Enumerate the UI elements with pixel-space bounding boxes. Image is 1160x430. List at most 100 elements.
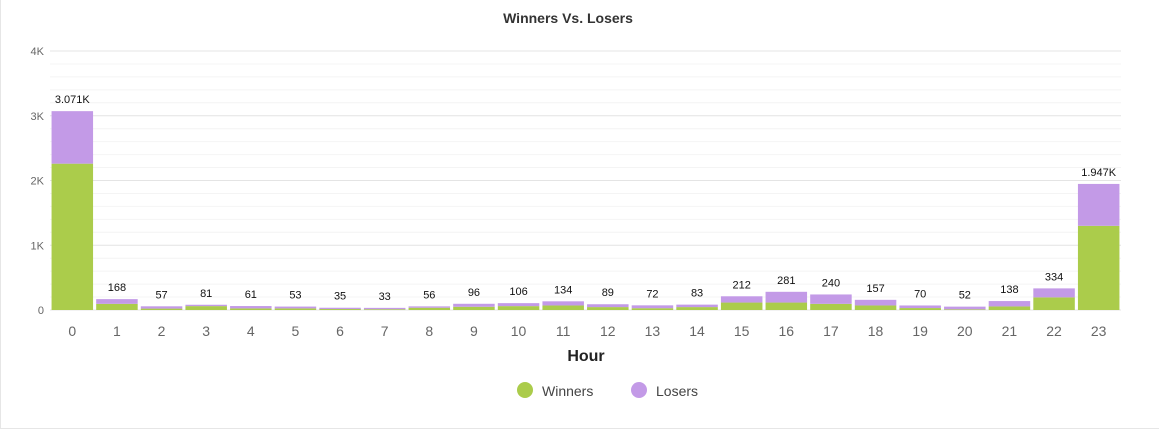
y-tick-label: 0 bbox=[38, 305, 44, 317]
data-labels: 3.071K 168 57 81 61 53 35 33 56 96 106 134 89 72 83 212… bbox=[55, 94, 1117, 303]
x-tick-label: 23 bbox=[1091, 323, 1107, 339]
legend: Winners Losers bbox=[517, 382, 698, 399]
bar-winners-7[interactable] bbox=[363, 309, 406, 310]
bar-losers-23[interactable] bbox=[1077, 183, 1120, 226]
x-tick-label: 9 bbox=[470, 323, 478, 339]
data-label-7: 33 bbox=[379, 291, 391, 303]
bar-losers-21[interactable] bbox=[988, 301, 1031, 307]
x-tick-label: 3 bbox=[202, 323, 210, 339]
x-tick-label: 11 bbox=[556, 323, 571, 339]
x-tick-label: 0 bbox=[68, 323, 76, 339]
bar-winners-12[interactable] bbox=[587, 307, 629, 310]
x-tick-label: 21 bbox=[1002, 323, 1018, 339]
bar-losers-7[interactable] bbox=[363, 307, 406, 310]
bar-winners-11[interactable] bbox=[542, 305, 584, 310]
bar-winners-2[interactable] bbox=[140, 308, 183, 310]
data-label-20: 52 bbox=[959, 290, 971, 302]
x-tick-label: 7 bbox=[381, 323, 389, 339]
legend-marker-winners[interactable] bbox=[517, 382, 533, 398]
bar-winners-14[interactable] bbox=[676, 307, 718, 310]
bar-winners-18[interactable] bbox=[854, 305, 897, 310]
y-tick-label: 4K bbox=[31, 46, 45, 58]
data-label-16: 281 bbox=[777, 275, 795, 287]
bar-losers-9[interactable] bbox=[453, 303, 495, 307]
bar-losers-4[interactable] bbox=[230, 306, 272, 309]
bar-losers-19[interactable] bbox=[899, 305, 941, 309]
x-tick-label: 6 bbox=[336, 323, 344, 339]
bar-winners-13[interactable] bbox=[631, 308, 674, 310]
data-label-2: 57 bbox=[155, 289, 167, 301]
grid-lines bbox=[50, 50, 1121, 311]
x-tick-label: 5 bbox=[292, 323, 300, 339]
legend-label-losers[interactable]: Losers bbox=[656, 383, 698, 399]
bar-losers-10[interactable] bbox=[497, 303, 540, 307]
bar-losers-22[interactable] bbox=[1033, 288, 1075, 298]
x-tick-label: 14 bbox=[689, 323, 705, 339]
data-label-3: 81 bbox=[200, 288, 212, 300]
data-label-5: 53 bbox=[289, 290, 301, 302]
x-tick-label: 22 bbox=[1046, 323, 1062, 339]
x-axis: 0 1 2 3 4 5 6 7 8 9 10 11 12 13 14 15 16 17 18 19 20 21 22 23 bbox=[68, 323, 1106, 339]
bar-winners-8[interactable] bbox=[408, 307, 451, 310]
x-tick-label: 17 bbox=[823, 323, 839, 339]
bar-winners-0[interactable] bbox=[51, 163, 94, 310]
bar-winners-10[interactable] bbox=[497, 306, 540, 310]
bar-losers-5[interactable] bbox=[274, 306, 317, 309]
data-label-17: 240 bbox=[822, 277, 840, 289]
bar-winners-16[interactable] bbox=[765, 302, 808, 310]
bar-winners-21[interactable] bbox=[988, 306, 1031, 310]
bar-losers-16[interactable] bbox=[765, 291, 808, 303]
data-label-8: 56 bbox=[423, 289, 435, 301]
bar-winners-15[interactable] bbox=[720, 302, 763, 310]
bar-losers-12[interactable] bbox=[587, 304, 629, 308]
data-label-23: 1.947K bbox=[1081, 167, 1117, 179]
x-tick-label: 8 bbox=[425, 323, 433, 339]
bar-winners-19[interactable] bbox=[899, 308, 941, 310]
legend-label-winners[interactable]: Winners bbox=[542, 383, 593, 399]
x-tick-label: 16 bbox=[779, 323, 795, 339]
data-label-6: 35 bbox=[334, 291, 346, 303]
bar-winners-22[interactable] bbox=[1033, 297, 1075, 310]
y-tick-label: 1K bbox=[31, 240, 45, 252]
bar-losers-20[interactable] bbox=[944, 306, 986, 310]
bar-losers-14[interactable] bbox=[676, 304, 718, 308]
bar-winners-6[interactable] bbox=[319, 309, 361, 310]
bar-winners-3[interactable] bbox=[185, 306, 227, 310]
bars bbox=[51, 111, 1120, 310]
x-tick-label: 1 bbox=[113, 323, 121, 339]
x-tick-label: 18 bbox=[868, 323, 884, 339]
bar-losers-6[interactable] bbox=[319, 307, 361, 310]
x-tick-label: 19 bbox=[912, 323, 928, 339]
bar-losers-11[interactable] bbox=[542, 301, 584, 306]
data-label-13: 72 bbox=[646, 288, 658, 300]
y-tick-label: 3K bbox=[31, 111, 45, 123]
bar-winners-9[interactable] bbox=[453, 306, 495, 310]
data-label-0: 3.071K bbox=[55, 94, 91, 106]
y-tick-label: 2K bbox=[31, 176, 45, 188]
bar-losers-13[interactable] bbox=[631, 305, 674, 309]
data-label-10: 106 bbox=[509, 286, 527, 298]
data-label-19: 70 bbox=[914, 288, 926, 300]
bar-winners-1[interactable] bbox=[96, 303, 138, 310]
bar-losers-8[interactable] bbox=[408, 306, 451, 308]
bar-losers-2[interactable] bbox=[140, 306, 183, 309]
data-label-15: 212 bbox=[733, 279, 751, 291]
bar-losers-3[interactable] bbox=[185, 304, 227, 307]
data-label-21: 138 bbox=[1000, 284, 1018, 296]
bar-losers-17[interactable] bbox=[810, 294, 852, 304]
bar-winners-20[interactable] bbox=[944, 309, 986, 310]
legend-marker-losers[interactable] bbox=[631, 382, 647, 398]
x-tick-label: 20 bbox=[957, 323, 973, 339]
x-tick-label: 2 bbox=[158, 323, 166, 339]
bar-winners-23[interactable] bbox=[1077, 225, 1120, 310]
bar-losers-15[interactable] bbox=[720, 296, 763, 303]
bar-winners-4[interactable] bbox=[230, 308, 272, 310]
bar-winners-5[interactable] bbox=[274, 308, 317, 310]
bar-winners-17[interactable] bbox=[810, 303, 852, 310]
bar-losers-0[interactable] bbox=[51, 111, 94, 164]
x-tick-label: 12 bbox=[600, 323, 616, 339]
bar-losers-1[interactable] bbox=[96, 299, 138, 304]
bar-losers-18[interactable] bbox=[854, 299, 897, 306]
chart-title: Winners Vs. Losers bbox=[503, 10, 633, 26]
x-tick-label: 13 bbox=[645, 323, 661, 339]
